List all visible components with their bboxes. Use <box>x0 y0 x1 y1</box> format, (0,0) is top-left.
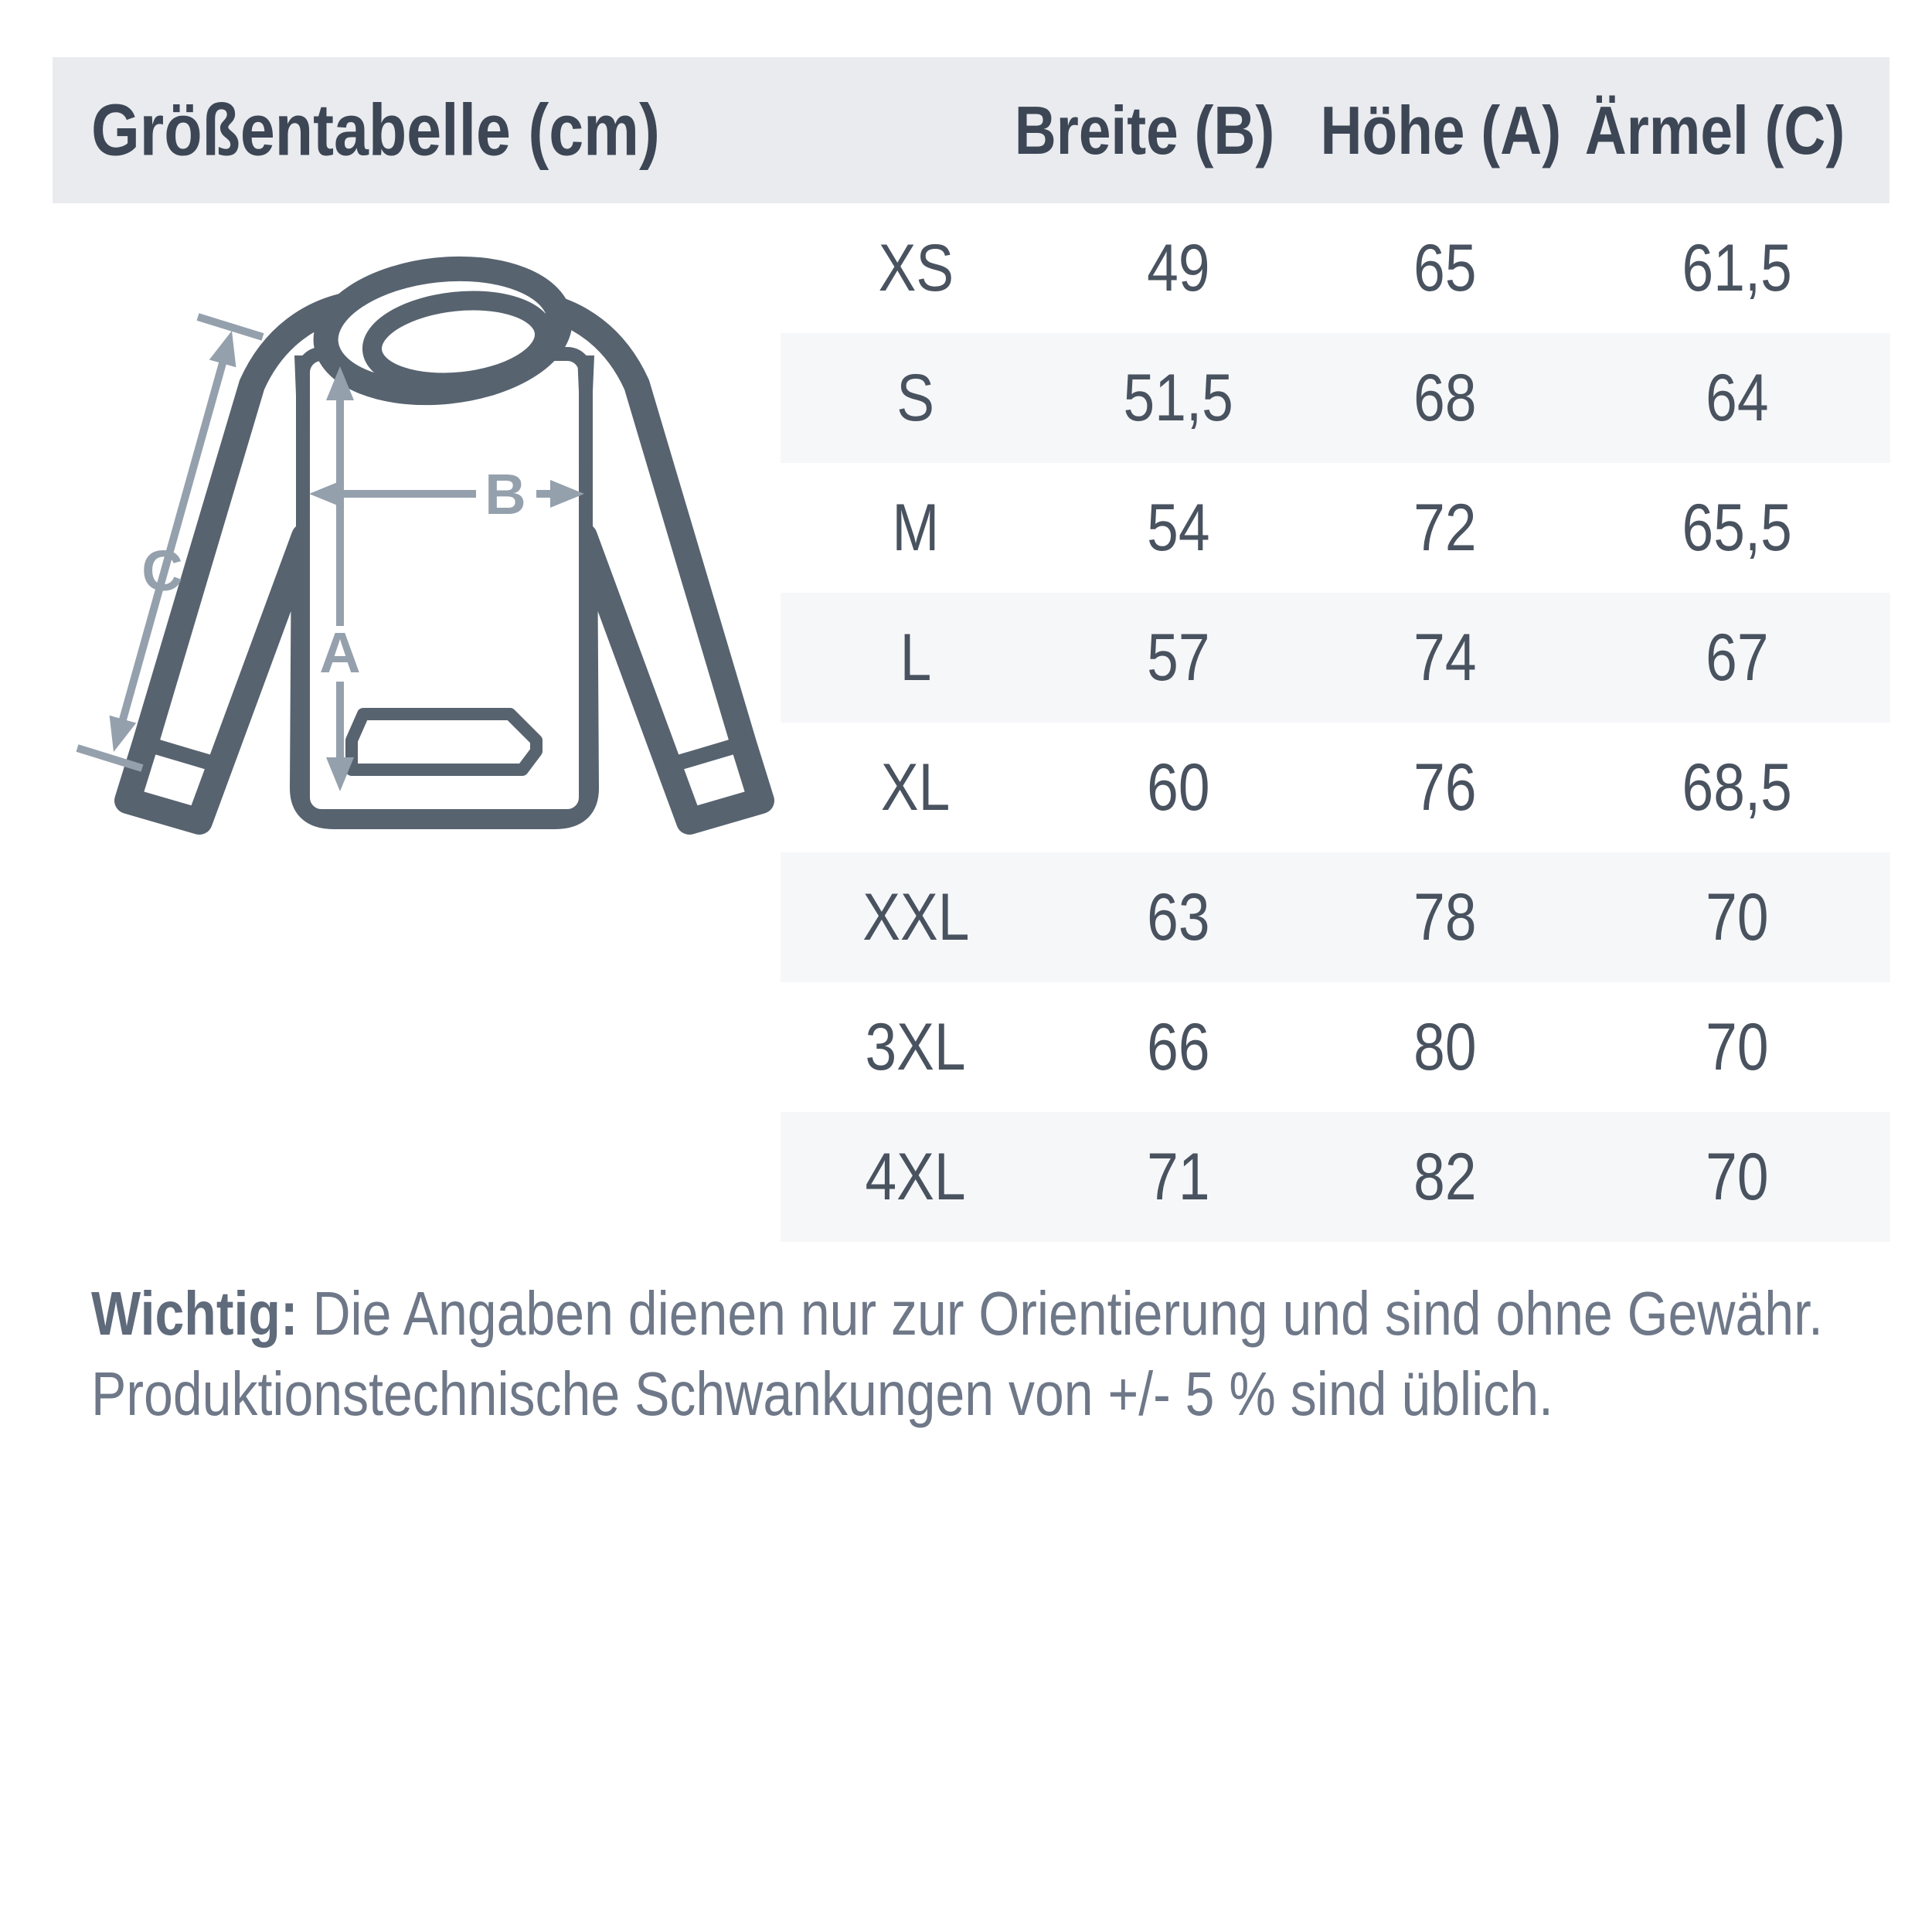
measure-label-b: B <box>485 462 526 526</box>
arrow-b: B <box>309 462 584 526</box>
measure-label-a: A <box>319 621 360 685</box>
table-row: XXL 63 78 70 <box>781 852 1890 982</box>
size-label: 3XL <box>865 1009 967 1084</box>
size-value: 60 <box>1147 750 1210 825</box>
table-row: 3XL 66 80 70 <box>781 982 1890 1112</box>
size-value: 72 <box>1413 490 1477 565</box>
size-value: 64 <box>1706 360 1769 435</box>
size-value: 65 <box>1413 230 1477 305</box>
size-label: XL <box>881 750 951 825</box>
size-value: 76 <box>1413 750 1477 825</box>
size-value: 49 <box>1147 230 1210 305</box>
hoodie-right-cuff-line <box>671 736 746 772</box>
arrow-c: C <box>76 313 264 772</box>
size-value: 70 <box>1706 879 1769 954</box>
size-value: 68 <box>1413 360 1477 435</box>
size-value: 63 <box>1147 879 1210 954</box>
footnote-line-2: Produktionstechnische Schwankungen von +… <box>91 1354 1932 1434</box>
size-value: 71 <box>1147 1139 1210 1214</box>
arrow-a: A <box>319 366 361 791</box>
size-label: XXL <box>862 879 970 954</box>
table-row: M 54 72 65,5 <box>781 463 1890 593</box>
size-value: 80 <box>1413 1009 1477 1084</box>
footnote-line1-text: Die Angaben dienen nur zur Orientierung … <box>298 1279 1823 1348</box>
hoodie-right-seam <box>577 355 594 555</box>
size-value: 54 <box>1147 490 1210 565</box>
column-header-aermel: Ärmel (C) <box>1585 91 1845 168</box>
size-value: 67 <box>1706 620 1769 695</box>
column-header-breite: Breite (B) <box>1015 91 1275 168</box>
page-title-text: Größentabelle (cm) <box>91 89 660 171</box>
footnote: Wichtig: Die Angaben dienen nur zur Orie… <box>91 1274 1932 1434</box>
size-value: 65,5 <box>1682 490 1793 565</box>
hood-inner-ring <box>362 291 555 393</box>
table-row: S 51,5 68 64 <box>781 333 1890 463</box>
table-row: L 57 74 67 <box>781 593 1890 723</box>
page-title: Größentabelle (cm) <box>91 88 760 172</box>
size-value: 78 <box>1413 879 1477 954</box>
size-value: 66 <box>1147 1009 1210 1084</box>
size-label: M <box>892 490 940 565</box>
footnote-label: Wichtig: <box>91 1279 298 1348</box>
footnote-line2-text: Produktionstechnische Schwankungen von +… <box>91 1359 1553 1428</box>
size-value: 57 <box>1147 620 1210 695</box>
measure-label-c: C <box>141 539 182 603</box>
size-value: 82 <box>1413 1139 1477 1214</box>
size-label: 4XL <box>865 1139 967 1214</box>
table-row: XS 49 65 61,5 <box>781 203 1890 333</box>
size-value: 61,5 <box>1682 230 1793 305</box>
hoodie-pocket <box>345 708 543 776</box>
size-value: 70 <box>1706 1009 1769 1084</box>
size-value: 70 <box>1706 1139 1769 1214</box>
size-table-body: XS 49 65 61,5 S 51,5 68 64 M 54 72 65,5 L 57 74 67 XL 60 7… <box>781 203 1890 1242</box>
hoodie-left-cuff-line <box>143 736 218 772</box>
size-value: 74 <box>1413 620 1477 695</box>
table-row: 4XL 71 82 70 <box>781 1112 1890 1242</box>
size-label: XS <box>878 230 954 305</box>
size-value: 51,5 <box>1123 360 1234 435</box>
size-label: L <box>900 620 932 695</box>
size-label: S <box>896 360 935 435</box>
size-chart-header: Größentabelle (cm) Breite (B) Höhe (A) Ä… <box>53 57 1889 203</box>
footnote-line-1: Wichtig: Die Angaben dienen nur zur Orie… <box>91 1274 1932 1354</box>
hoodie-diagram-image: A B C <box>76 256 774 835</box>
size-value: 68,5 <box>1682 750 1793 825</box>
hoodie-left-seam <box>294 355 310 555</box>
column-header-hoehe: Höhe (A) <box>1320 91 1562 168</box>
table-row: XL 60 76 68,5 <box>781 723 1890 852</box>
